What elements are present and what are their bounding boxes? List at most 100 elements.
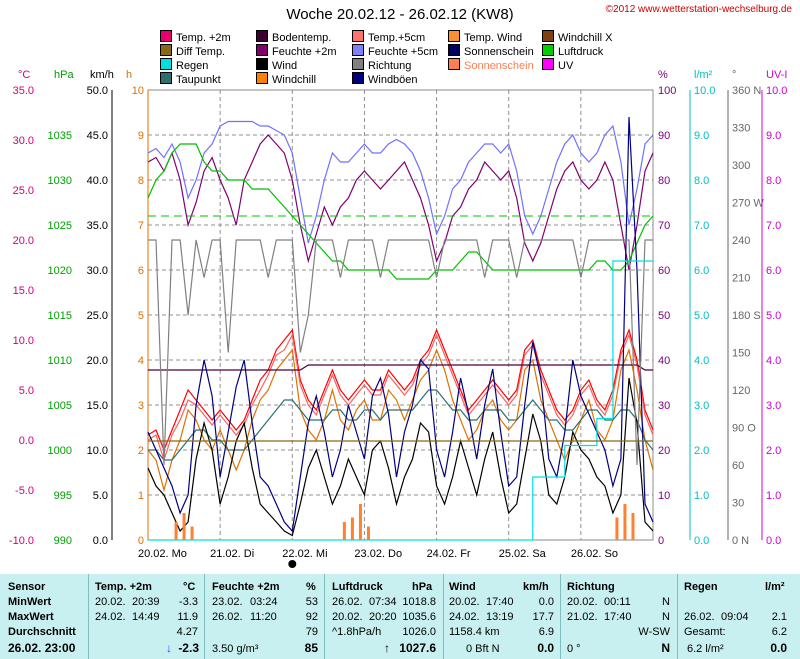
series-line <box>148 389 654 461</box>
avg-luftdruck-value: 1026.0 <box>402 626 436 638</box>
current-luftdruck-value: 1027.6 <box>399 641 436 655</box>
y-tick-label: 90 O <box>732 423 756 435</box>
y-tick-label: 990 <box>54 535 72 547</box>
min-feuchte-date: 23.02. <box>212 596 243 608</box>
y-tick-label: 8.0 <box>766 175 781 187</box>
min-luftdruck-date: 26.02. <box>332 596 363 608</box>
max-regen-value: 2.1 <box>771 611 787 623</box>
avg-wind-value: 6.9 <box>538 626 554 638</box>
y-tick-label: 1035 <box>48 130 72 142</box>
y-tick-label: 210 <box>732 273 750 285</box>
sunshine-bar <box>366 526 370 540</box>
legend-label: Windböen <box>368 74 418 86</box>
series-line <box>148 260 653 541</box>
y-tick-label: 1.0 <box>694 490 709 502</box>
y-tick-label: 6 <box>138 265 144 277</box>
series-line <box>147 328 654 452</box>
legend-label: Wind <box>272 60 298 72</box>
y-tick-label: 15.0 <box>13 285 34 297</box>
x-tick-label: 20.02. Mo <box>138 548 187 560</box>
y-tick-label: 3.0 <box>694 400 709 412</box>
current-feuchte-value: 85 <box>304 641 318 655</box>
sunshine-bar <box>190 526 194 540</box>
legend-swatch <box>542 58 554 70</box>
min-temp-value: -3.3 <box>179 596 198 608</box>
legend-swatch <box>448 30 460 42</box>
chart-legend: Temp. +2m Diff Temp. Regen Taupunkt Bodentem… <box>160 30 640 90</box>
row-avg-label: Durchschnitt <box>8 626 76 638</box>
y-tick-label: 3 <box>138 400 144 412</box>
current-temp-value: -2.3 <box>178 641 199 655</box>
header-wind-unit: km/h <box>523 581 549 593</box>
min-temp-time: 20:39 <box>132 596 160 608</box>
y-tick-label: 2 <box>138 445 144 457</box>
header-sensor: Sensor <box>8 581 46 593</box>
y-tick-label: 9.0 <box>694 130 709 142</box>
legend-label: Windchill X <box>558 32 613 44</box>
y-tick-label: 360 N <box>732 85 761 97</box>
max-temp-date: 24.02. <box>95 611 126 623</box>
sunshine-bar <box>615 517 619 540</box>
y-tick-label: 240 <box>732 235 750 247</box>
max-luftdruck-date: 20.02. <box>332 611 363 623</box>
y-tick-label: 50 <box>658 310 670 322</box>
legend-label: Regen <box>176 60 209 72</box>
y-tick-label: 20.0 <box>87 355 108 367</box>
max-richtung-value: N <box>662 611 670 623</box>
avg-feuchte-value: 79 <box>305 626 318 638</box>
copyright-link[interactable]: ©2012 www.wetterstation-wechselburg.de <box>605 4 792 15</box>
legend-swatch <box>542 30 554 42</box>
y-tick-label: 300 <box>732 160 750 172</box>
y-tick-label: 2.0 <box>694 445 709 457</box>
max-temp-value: 11.9 <box>177 611 198 623</box>
header-regen-unit: l/m² <box>765 581 785 593</box>
legend-item: Wind <box>256 58 297 73</box>
header-feuchte: Feuchte +2m <box>212 581 280 593</box>
row-current-label: 26.02. 23:00 <box>8 641 76 655</box>
max-luftdruck-time: 20:20 <box>369 611 397 623</box>
series-line <box>147 143 654 280</box>
y-tick-label: 20 <box>658 445 670 457</box>
legend-swatch <box>542 44 554 56</box>
legend-swatch <box>256 72 268 84</box>
legend-swatch <box>160 44 172 56</box>
y-tick-label: 330 <box>732 123 750 135</box>
max-feuchte-value: 92 <box>305 611 318 623</box>
y-tick-label: 150 <box>732 348 750 360</box>
x-tick-label: 26.02. So <box>571 548 618 560</box>
sunshine-bar <box>182 513 186 540</box>
y-tick-label: 15.0 <box>87 400 108 412</box>
avg-regen-value: 6.2 <box>771 626 787 638</box>
sunshine-bar <box>358 504 362 540</box>
y-tick-label: 1 <box>138 490 144 502</box>
y-tick-label: 995 <box>54 490 72 502</box>
y-tick-label: 1015 <box>48 310 72 322</box>
sunshine-bar <box>342 522 346 540</box>
header-regen: Regen <box>684 581 718 593</box>
legend-label: Sonnenschein <box>464 60 534 72</box>
avg-richtung-value: W-SW <box>638 626 670 638</box>
row-min-label: MinWert <box>8 596 52 608</box>
series-line <box>148 364 653 371</box>
max-regen-date: 26.02. <box>684 611 715 623</box>
y-tick-label: 60 <box>658 265 670 277</box>
series-line <box>148 239 653 466</box>
series-line <box>147 134 654 271</box>
series-line <box>147 377 654 537</box>
max-regen-time: 09:04 <box>721 611 749 623</box>
avg-regen-label: Gesamt: <box>684 626 726 638</box>
axis-unit-label: km/h <box>90 69 114 81</box>
x-tick-label: 22.02. Mi <box>282 548 327 560</box>
header-temp: Temp. +2m <box>95 581 152 593</box>
axis-unit-label: hPa <box>54 69 74 81</box>
row-max-label: MaxWert <box>8 611 54 623</box>
legend-item: Feuchte +2m <box>256 44 337 59</box>
y-tick-label: -10.0 <box>9 535 34 547</box>
min-wind-date: 20.02. <box>449 596 480 608</box>
y-tick-label: 8 <box>138 175 144 187</box>
y-tick-label: 60 <box>732 460 744 472</box>
legend-label: Feuchte +5cm <box>368 46 439 58</box>
min-luftdruck-value: 1018.8 <box>402 596 436 608</box>
y-tick-label: 0 <box>138 535 144 547</box>
axis-unit-label: °C <box>18 69 30 81</box>
